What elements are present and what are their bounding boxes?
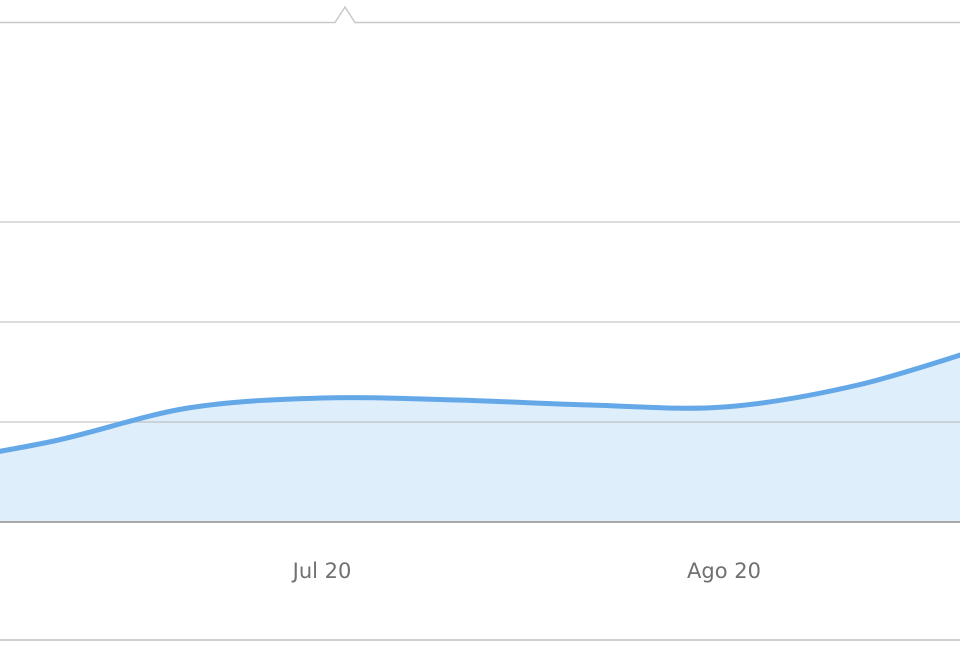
x-tick-label: Jul 20	[291, 559, 352, 583]
area-line	[0, 352, 960, 454]
area-fill	[0, 355, 960, 522]
panel-border	[0, 5, 960, 24]
x-tick-label: Ago 20	[687, 559, 761, 583]
plot	[0, 221, 960, 523]
